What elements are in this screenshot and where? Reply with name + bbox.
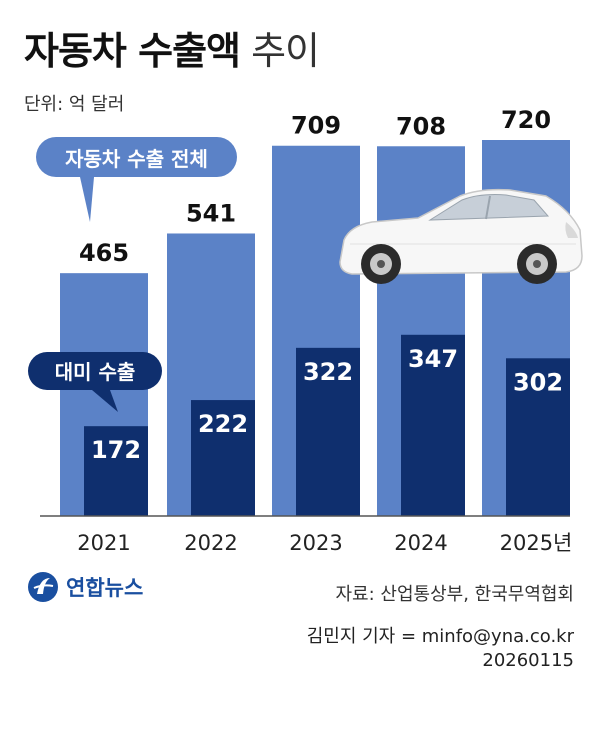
callout-total: 자동차 수출 전체 bbox=[36, 137, 237, 222]
source-note: 자료: 산업통상부, 한국무역협회 bbox=[335, 584, 574, 605]
logo-text: 연합뉴스 bbox=[66, 576, 144, 600]
credit-block: 김민지 기자 = minfo@yna.co.kr 20260115 bbox=[307, 625, 574, 673]
x-tick-4: 2025년 bbox=[500, 531, 573, 555]
label-total-3: 708 bbox=[396, 112, 446, 140]
car-icon bbox=[339, 188, 583, 284]
callout-us: 대미 수출 bbox=[28, 352, 162, 412]
bar-us-0 bbox=[84, 426, 148, 516]
label-total-2: 709 bbox=[291, 112, 341, 140]
unit-label: 단위: 억 달러 bbox=[24, 94, 125, 115]
bars-layer: 465 172 2021 541 222 2022 709 322 2023 708 347 2024… bbox=[60, 106, 572, 555]
label-total-1: 541 bbox=[186, 199, 236, 227]
label-us-2: 322 bbox=[303, 358, 353, 386]
label-us-1: 222 bbox=[198, 410, 248, 438]
logo-icon bbox=[28, 572, 58, 602]
x-tick-3: 2024 bbox=[394, 531, 447, 555]
publish-date: 20260115 bbox=[482, 650, 574, 671]
label-total-0: 465 bbox=[79, 239, 129, 267]
x-tick-1: 2022 bbox=[184, 531, 237, 555]
bar-us-4 bbox=[506, 358, 570, 516]
callout-us-label: 대미 수출 bbox=[55, 360, 136, 384]
label-us-4: 302 bbox=[513, 368, 563, 396]
x-tick-0: 2021 bbox=[77, 531, 130, 555]
callout-total-label: 자동차 수출 전체 bbox=[65, 147, 208, 171]
bar-chart: 465 172 2021 541 222 2022 709 322 2023 708 347 2024… bbox=[28, 106, 583, 555]
title-sub: 추이 bbox=[251, 29, 320, 73]
bar-us-1 bbox=[191, 400, 255, 516]
label-us-0: 172 bbox=[91, 436, 141, 464]
bar-us-3 bbox=[401, 334, 465, 516]
label-us-3: 347 bbox=[408, 345, 458, 373]
title-main: 자동차 수출액 bbox=[24, 29, 241, 73]
logo: 연합뉴스 bbox=[26, 570, 143, 604]
label-total-4: 720 bbox=[501, 106, 551, 134]
reporter-credit: 김민지 기자 = minfo@yna.co.kr bbox=[306, 626, 574, 647]
bar-us-2 bbox=[296, 347, 360, 516]
chart-title: 자동차 수출액 추이 bbox=[24, 20, 320, 75]
x-tick-2: 2023 bbox=[289, 531, 342, 555]
